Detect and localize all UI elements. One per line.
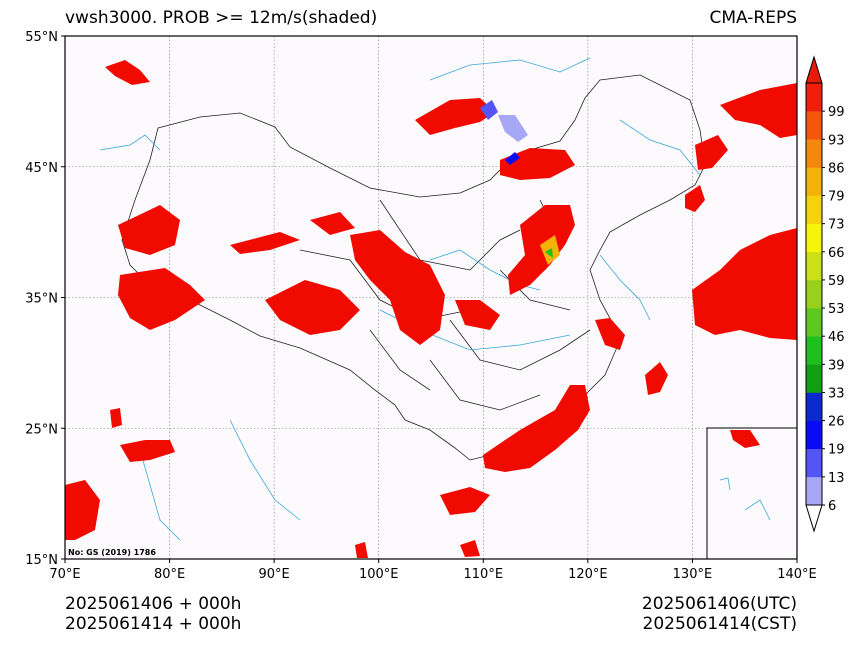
country-borders	[121, 74, 706, 461]
colorbar-segment	[806, 195, 822, 224]
colorbar-label: 33	[828, 386, 845, 401]
lon-tick-label: 80°E	[154, 567, 185, 582]
lon-tick-label: 110°E	[464, 567, 504, 582]
lon-tick-label: 140°E	[777, 567, 817, 582]
model-name: CMA-REPS	[709, 8, 797, 28]
colorbar-segment	[806, 448, 822, 478]
valid-time-footer: 2025061406(UTC) 2025061414(CST)	[642, 594, 797, 634]
init-time-cst: 2025061414 + 000h	[65, 614, 242, 634]
colorbar-label: 99	[828, 105, 845, 120]
lat-tick-label: 35°N	[25, 292, 58, 307]
colorbar-segment	[806, 476, 822, 506]
colorbar-label: 6	[828, 499, 836, 514]
lat-tick-label: 45°N	[25, 161, 58, 176]
colorbar-segment	[806, 420, 822, 450]
colorbar-segment	[806, 111, 822, 140]
lon-tick-label: 100°E	[359, 567, 399, 582]
colorbar-high-arrow	[805, 55, 823, 84]
colorbar-segment	[806, 279, 822, 309]
lat-tick-label: 55°N	[25, 30, 58, 45]
colorbar-label: 66	[828, 246, 845, 261]
colorbar-segment	[806, 223, 822, 253]
colorbar-label: 46	[828, 330, 845, 345]
lat-tick-label: 15°N	[25, 553, 58, 568]
map-title: vwsh3000. PROB >= 12m/s(shaded)	[65, 8, 378, 28]
colorbar-segment	[806, 308, 822, 337]
lon-tick-label: 90°E	[259, 567, 290, 582]
colorbar-label: 13	[828, 471, 845, 486]
colorbar-label: 79	[828, 190, 845, 205]
colorbar-segment	[806, 336, 822, 365]
colorbar-label: 26	[828, 415, 845, 430]
colorbar-frame	[805, 82, 823, 506]
colorbar-segment	[806, 83, 822, 112]
colorbar-low-arrow	[805, 504, 823, 533]
lon-tick-label: 130°E	[673, 567, 713, 582]
lat-tick-label: 25°N	[25, 422, 58, 437]
colorbar-segment	[806, 139, 822, 168]
lon-tick-label: 120°E	[568, 567, 608, 582]
init-time-utc: 2025061406 + 000h	[65, 594, 242, 614]
axis-ticks: 70°E 80°E 90°E 100°E 110°E 120°E 130°E 140°E 55°…	[25, 30, 817, 582]
probability-shading	[65, 60, 797, 558]
colorbar-label: 19	[828, 443, 845, 458]
colorbar-segment	[806, 167, 822, 196]
colorbar-label: 86	[828, 161, 845, 176]
valid-time-cst: 2025061414(CST)	[642, 614, 797, 634]
approval-note: No: GS (2019) 1786	[68, 548, 156, 557]
colorbar-label: 93	[828, 133, 845, 148]
lon-tick-label: 70°E	[49, 567, 80, 582]
valid-time-utc: 2025061406(UTC)	[641, 594, 797, 614]
south-china-sea-inset	[706, 427, 798, 560]
colorbar-segment	[806, 364, 822, 393]
colorbar-label: 73	[828, 218, 845, 233]
colorbar-label: 59	[828, 274, 845, 289]
init-time-footer: 2025061406 + 000h 2025061414 + 000h	[65, 594, 241, 634]
colorbar-label: 53	[828, 302, 845, 317]
colorbar-segment	[806, 251, 822, 281]
colorbar: 6 13 19 26 33 39 46 53 59 66 73 79 86 93 99	[805, 55, 845, 533]
colorbar-label: 39	[828, 358, 845, 373]
colorbar-segment	[806, 392, 822, 421]
